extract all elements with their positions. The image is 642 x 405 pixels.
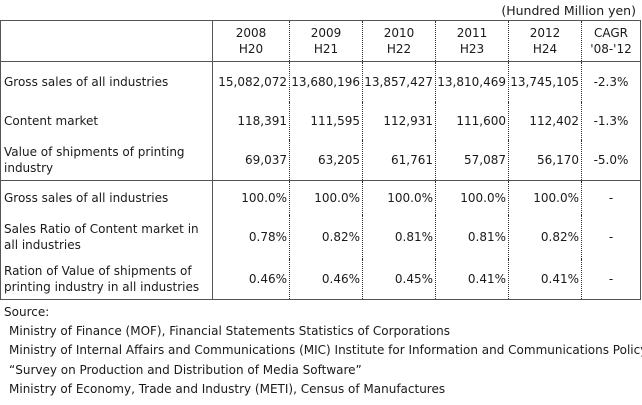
table-cell: 112,931 <box>362 102 436 140</box>
table-cell: 0.78% <box>212 215 290 259</box>
row-label: Gross sales of all industries <box>0 180 213 215</box>
cagr-cell: -1.3% <box>581 102 641 140</box>
table-cell: 0.46% <box>212 259 290 300</box>
cagr-cell: - <box>581 180 641 215</box>
statistics-table: 2008 H20 2009 H21 2010 H22 2011 H23 2012 H24 … <box>0 20 641 300</box>
table-cell: 100.0% <box>362 180 436 215</box>
table-row: Ration of Value of shipments of printing… <box>0 259 641 300</box>
table-cell: 100.0% <box>508 180 582 215</box>
table-cell: 69,037 <box>212 140 290 181</box>
row-label: Content market <box>0 102 213 140</box>
table-cell: 111,600 <box>435 102 509 140</box>
table-cell: 0.46% <box>289 259 363 300</box>
table-cell: 100.0% <box>212 180 290 215</box>
cagr-cell: -2.3% <box>581 61 641 102</box>
table-cell: 0.82% <box>508 215 582 259</box>
table-cell: 0.41% <box>508 259 582 300</box>
table-cell: 112,402 <box>508 102 582 140</box>
source-notes: Source: Ministry of Finance (MOF), Finan… <box>4 303 642 399</box>
table-cell: 57,087 <box>435 140 509 181</box>
table-cell: 111,595 <box>289 102 363 140</box>
row-label: Gross sales of all industries <box>0 61 213 102</box>
header-row: 2008 H20 2009 H21 2010 H22 2011 H23 2012 H24 … <box>0 20 641 62</box>
header-2008: 2008 H20 <box>212 20 290 62</box>
row-label: Ration of Value of shipments of printing… <box>0 259 213 300</box>
table-cell: 61,761 <box>362 140 436 181</box>
header-2012: 2012 H24 <box>508 20 582 62</box>
header-corner-cell <box>0 20 213 62</box>
table-cell: 13,857,427 <box>362 61 436 102</box>
cagr-cell: - <box>581 215 641 259</box>
source-line: “Survey on Production and Distribution o… <box>9 362 362 377</box>
header-cagr: CAGR '08-'12 <box>581 20 641 62</box>
source-line: Ministry of Finance (MOF), Financial Sta… <box>9 324 450 339</box>
table-cell: 100.0% <box>289 180 363 215</box>
row-label: Value of shipments of printing industry <box>0 140 213 181</box>
table-cell: 13,745,105 <box>508 61 582 102</box>
table-cell: 0.41% <box>435 259 509 300</box>
table-row: Value of shipments of printing industry … <box>0 140 641 181</box>
table-row: Content market 118,391 111,595 112,931 1… <box>0 102 641 140</box>
source-heading: Source: <box>4 305 50 319</box>
source-line: Ministry of Economy, Trade and Industry … <box>9 381 446 396</box>
table-row: Gross sales of all industries 100.0% 100… <box>0 180 641 215</box>
cagr-cell: -5.0% <box>581 140 641 181</box>
table-cell: 0.45% <box>362 259 436 300</box>
header-2011: 2011 H23 <box>435 20 509 62</box>
table-row: Sales Ratio of Content market in all ind… <box>0 215 641 259</box>
table-cell: 100.0% <box>435 180 509 215</box>
source-line: Ministry of Internal Affairs and Communi… <box>9 343 642 358</box>
table-cell: 118,391 <box>212 102 290 140</box>
table-cell: 0.81% <box>435 215 509 259</box>
table-row: Gross sales of all industries 15,082,072… <box>0 61 641 102</box>
header-2009: 2009 H21 <box>289 20 363 62</box>
table-cell: 63,205 <box>289 140 363 181</box>
header-2010: 2010 H22 <box>362 20 436 62</box>
table-cell: 0.81% <box>362 215 436 259</box>
table-cell: 13,680,196 <box>289 61 363 102</box>
unit-note: (Hundred Million yen) <box>501 3 636 18</box>
table-cell: 13,810,469 <box>435 61 509 102</box>
table-cell: 15,082,072 <box>212 61 290 102</box>
table-cell: 0.82% <box>289 215 363 259</box>
table-cell: 56,170 <box>508 140 582 181</box>
cagr-cell: - <box>581 259 641 300</box>
row-label: Sales Ratio of Content market in all ind… <box>0 215 213 259</box>
